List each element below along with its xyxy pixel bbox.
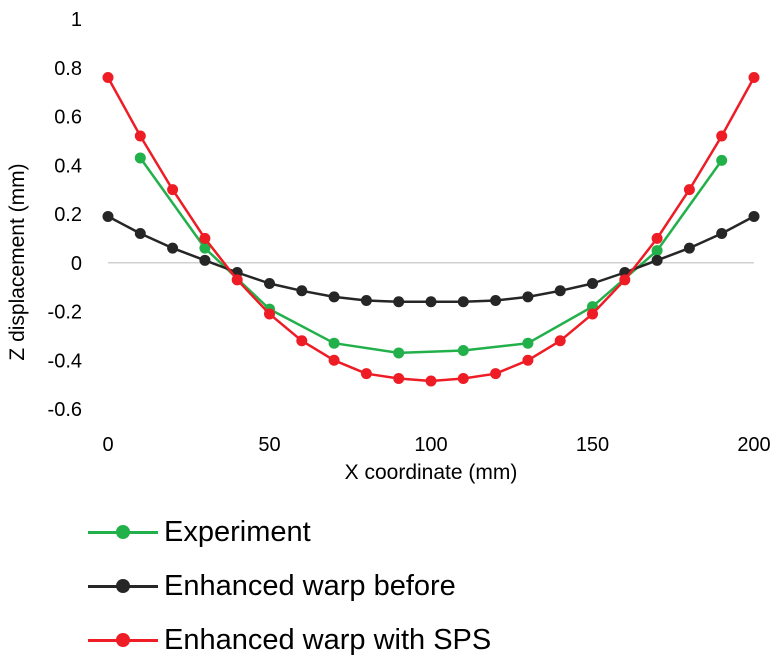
data-point	[683, 184, 695, 196]
data-point	[619, 274, 631, 286]
data-point	[296, 335, 308, 347]
data-point	[167, 184, 179, 196]
data-point	[425, 375, 437, 387]
data-point	[328, 337, 340, 349]
data-point	[748, 210, 760, 222]
y-tick-label: 0.8	[54, 58, 82, 80]
y-tick-label: -0.4	[48, 350, 82, 372]
data-point	[134, 152, 146, 164]
legend-item: Experiment	[88, 505, 491, 559]
data-point	[264, 277, 275, 289]
legend-label: Enhanced warp with SPS	[164, 623, 492, 656]
y-tick-label: 0.4	[54, 155, 82, 177]
series-1	[134, 152, 728, 359]
data-point	[264, 308, 275, 320]
y-axis-title: Z displacement (mm)	[6, 163, 29, 360]
y-tick-label: -0.2	[48, 302, 82, 324]
data-point	[716, 130, 728, 142]
data-point	[716, 228, 728, 239]
data-point	[457, 345, 469, 356]
data-point	[683, 242, 695, 254]
data-point	[587, 308, 598, 320]
data-point	[457, 373, 469, 385]
data-point	[425, 296, 437, 308]
data-point	[102, 210, 114, 222]
data-point	[296, 285, 308, 297]
y-tick-label: 0.6	[54, 107, 82, 129]
data-point	[716, 154, 728, 166]
x-tick-label: 0	[102, 434, 113, 456]
data-point	[102, 72, 114, 83]
legend-swatch	[88, 630, 158, 650]
data-point	[199, 254, 211, 266]
data-point	[328, 291, 340, 303]
y-tick-label: 0	[71, 253, 82, 275]
legend-swatch	[88, 522, 158, 542]
data-point	[393, 347, 405, 359]
data-point	[231, 274, 243, 286]
x-tick-label: 150	[576, 434, 609, 456]
legend-swatch	[88, 576, 158, 596]
data-point	[393, 373, 405, 385]
data-point	[199, 242, 211, 254]
chart-plot: 1 0.8 0.6 0.4 0.2 0 -0.2 -0.4 -0.6 0 50 100 150 200 X…	[6, 9, 771, 484]
data-point	[360, 295, 372, 307]
y-tick-label: 0.2	[54, 204, 82, 226]
series-2	[102, 210, 760, 308]
data-point	[554, 335, 566, 347]
data-point	[522, 291, 534, 303]
data-point	[522, 354, 534, 366]
series-3	[102, 72, 760, 387]
legend-label: Enhanced warp before	[164, 569, 456, 602]
legend-item: Enhanced warp before	[88, 559, 491, 613]
y-tick-label: 1	[71, 9, 82, 31]
data-point	[587, 277, 598, 289]
data-point	[457, 296, 469, 308]
data-point	[134, 130, 146, 142]
data-point	[522, 337, 534, 349]
data-point	[199, 232, 211, 244]
data-point	[490, 295, 502, 307]
data-point	[651, 254, 663, 266]
chart-legend: Experiment Enhanced warp before Enhanced w…	[88, 505, 491, 667]
series-line	[139, 157, 723, 355]
x-tick-label: 100	[414, 434, 447, 456]
data-point	[134, 228, 146, 239]
data-point	[554, 285, 566, 297]
series-line	[106, 76, 756, 383]
data-point	[748, 72, 760, 83]
data-point	[360, 368, 372, 380]
x-tick-label: 50	[258, 434, 280, 456]
data-point	[328, 354, 340, 366]
x-tick-label: 200	[737, 434, 770, 456]
data-point	[393, 296, 405, 308]
data-point	[651, 245, 663, 257]
data-point	[167, 242, 179, 254]
x-axis-title: X coordinate (mm)	[345, 461, 518, 484]
data-point	[651, 232, 663, 244]
legend-item: Enhanced warp with SPS	[88, 613, 491, 667]
legend-label: Experiment	[164, 515, 311, 548]
y-tick-label: -0.6	[48, 399, 82, 421]
data-point	[490, 368, 502, 380]
